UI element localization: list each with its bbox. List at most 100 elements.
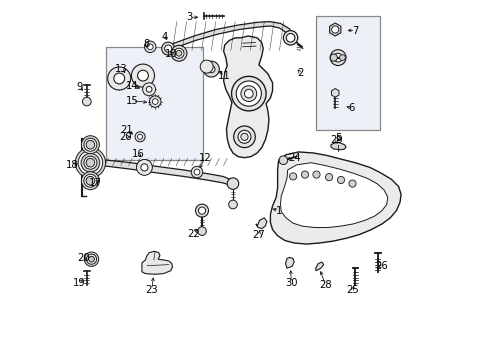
Circle shape: [279, 156, 287, 165]
Circle shape: [164, 45, 171, 52]
Circle shape: [176, 50, 182, 56]
Text: 11: 11: [218, 71, 231, 81]
Text: 30: 30: [285, 278, 297, 288]
Circle shape: [198, 207, 205, 214]
Polygon shape: [256, 218, 266, 229]
Text: 3: 3: [186, 12, 192, 22]
Text: 7: 7: [351, 26, 358, 36]
Circle shape: [244, 89, 253, 98]
Polygon shape: [280, 163, 387, 228]
Text: 16: 16: [132, 149, 144, 159]
Circle shape: [241, 133, 247, 140]
Circle shape: [84, 174, 97, 187]
Circle shape: [141, 164, 148, 171]
Circle shape: [107, 67, 130, 90]
Circle shape: [325, 174, 332, 181]
Text: 2: 2: [297, 68, 303, 78]
Circle shape: [227, 178, 238, 189]
Circle shape: [191, 166, 203, 178]
Circle shape: [137, 70, 148, 81]
Text: 21: 21: [120, 125, 133, 135]
Circle shape: [194, 169, 200, 175]
Circle shape: [333, 53, 342, 62]
Text: 13: 13: [115, 64, 127, 74]
Text: 14: 14: [125, 81, 138, 91]
Polygon shape: [285, 257, 294, 268]
Circle shape: [312, 171, 320, 178]
Polygon shape: [223, 36, 272, 158]
Circle shape: [81, 136, 99, 154]
Circle shape: [147, 44, 153, 50]
Circle shape: [86, 254, 96, 264]
Circle shape: [233, 126, 255, 148]
Circle shape: [241, 86, 256, 102]
Text: 29: 29: [329, 135, 342, 145]
Circle shape: [283, 31, 297, 45]
Circle shape: [84, 138, 97, 151]
Circle shape: [88, 256, 94, 262]
Circle shape: [136, 159, 152, 175]
Circle shape: [81, 153, 100, 172]
Circle shape: [146, 86, 152, 92]
Circle shape: [81, 172, 99, 190]
Circle shape: [171, 45, 186, 61]
Polygon shape: [331, 89, 338, 97]
Text: 5: 5: [334, 132, 341, 143]
Circle shape: [162, 42, 174, 55]
Circle shape: [200, 60, 213, 73]
Text: 25: 25: [346, 285, 358, 295]
Circle shape: [331, 26, 338, 33]
Text: 27: 27: [252, 230, 264, 240]
Circle shape: [149, 96, 161, 107]
Circle shape: [82, 97, 91, 106]
Circle shape: [337, 176, 344, 184]
Circle shape: [75, 148, 105, 178]
Polygon shape: [330, 142, 346, 150]
Circle shape: [84, 156, 97, 169]
Circle shape: [231, 76, 265, 111]
Text: 20: 20: [119, 132, 132, 142]
Circle shape: [301, 171, 308, 178]
Text: 20: 20: [77, 253, 89, 264]
Circle shape: [144, 41, 156, 53]
Circle shape: [135, 132, 145, 142]
Circle shape: [348, 180, 355, 187]
Text: 15: 15: [125, 96, 138, 106]
Text: 24: 24: [288, 153, 301, 163]
Text: 26: 26: [375, 261, 387, 271]
Polygon shape: [165, 22, 292, 51]
Text: 6: 6: [348, 103, 354, 113]
Text: 10: 10: [164, 49, 177, 59]
Circle shape: [203, 61, 219, 77]
Circle shape: [131, 64, 154, 87]
Text: 28: 28: [319, 280, 331, 290]
Circle shape: [174, 48, 183, 58]
Circle shape: [114, 73, 124, 84]
Circle shape: [197, 227, 206, 235]
Text: 4: 4: [161, 32, 167, 42]
Text: 1: 1: [275, 206, 282, 216]
Text: 19: 19: [73, 278, 86, 288]
Polygon shape: [329, 23, 340, 36]
FancyBboxPatch shape: [106, 47, 203, 160]
Circle shape: [236, 81, 261, 106]
Polygon shape: [270, 152, 400, 244]
Text: 12: 12: [198, 153, 211, 163]
Circle shape: [86, 140, 95, 149]
Circle shape: [285, 33, 294, 42]
Circle shape: [152, 99, 158, 104]
Circle shape: [329, 54, 337, 61]
Circle shape: [137, 134, 142, 139]
Circle shape: [238, 130, 250, 143]
Circle shape: [86, 158, 95, 167]
Polygon shape: [86, 159, 231, 186]
Text: 23: 23: [145, 285, 158, 295]
Circle shape: [228, 200, 237, 209]
Text: 9: 9: [76, 82, 82, 92]
Circle shape: [142, 83, 155, 96]
Text: 17: 17: [88, 178, 102, 188]
Circle shape: [195, 204, 208, 217]
Circle shape: [289, 173, 296, 180]
Polygon shape: [315, 262, 323, 271]
FancyBboxPatch shape: [316, 16, 379, 130]
